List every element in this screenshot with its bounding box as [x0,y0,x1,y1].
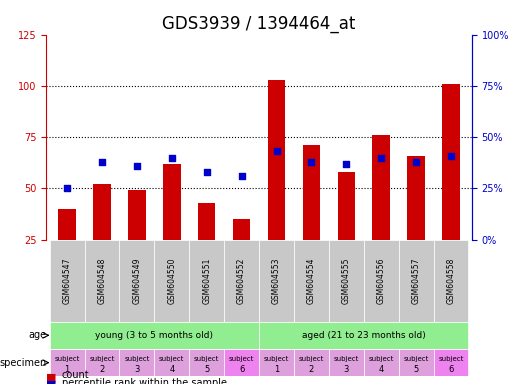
Point [342,161,350,167]
Bar [442,84,460,240]
FancyBboxPatch shape [189,240,224,322]
Text: 4: 4 [169,365,174,374]
Text: subject: subject [54,356,80,362]
FancyBboxPatch shape [50,349,85,376]
Text: count: count [62,370,89,380]
Point [203,169,211,175]
Text: GSM604550: GSM604550 [167,257,176,304]
FancyBboxPatch shape [259,322,468,349]
Text: subject: subject [89,356,115,362]
Text: 6: 6 [239,365,244,374]
Bar [93,184,111,240]
Text: 5: 5 [204,365,209,374]
FancyBboxPatch shape [120,240,154,322]
Point [307,159,315,165]
Point [377,154,385,161]
Text: 2: 2 [309,365,314,374]
FancyBboxPatch shape [399,240,433,322]
Text: 5: 5 [413,365,419,374]
FancyBboxPatch shape [294,240,329,322]
Text: GSM604554: GSM604554 [307,257,316,304]
Bar [163,164,181,240]
Bar [58,209,76,240]
FancyBboxPatch shape [224,240,259,322]
FancyBboxPatch shape [399,349,433,376]
Bar [198,203,215,240]
Point [98,159,106,165]
Text: subject: subject [438,356,464,362]
Text: GSM604548: GSM604548 [97,257,107,304]
Text: subject: subject [229,356,254,362]
Text: ■: ■ [46,380,56,384]
Text: GSM604549: GSM604549 [132,257,142,304]
FancyBboxPatch shape [433,349,468,376]
Point [63,185,71,191]
Bar [233,219,250,240]
FancyBboxPatch shape [120,349,154,376]
Text: GSM604551: GSM604551 [202,257,211,304]
Bar [372,135,390,240]
Text: specimen: specimen [0,358,47,367]
FancyBboxPatch shape [189,349,224,376]
Text: 1: 1 [274,365,279,374]
FancyBboxPatch shape [364,240,399,322]
Text: 2: 2 [100,365,105,374]
Text: GSM604558: GSM604558 [446,257,456,304]
FancyBboxPatch shape [364,349,399,376]
Text: 3: 3 [134,365,140,374]
Point [133,163,141,169]
Text: ■: ■ [46,372,56,382]
FancyBboxPatch shape [154,349,189,376]
Point [238,173,246,179]
Text: GSM604557: GSM604557 [411,257,421,304]
Text: 6: 6 [448,365,453,374]
FancyBboxPatch shape [50,322,259,349]
Text: subject: subject [159,356,185,362]
Text: GSM604553: GSM604553 [272,257,281,304]
Bar [128,190,146,240]
FancyBboxPatch shape [259,240,294,322]
FancyBboxPatch shape [259,349,294,376]
Text: young (3 to 5 months old): young (3 to 5 months old) [95,331,213,340]
Point [272,148,281,154]
Point [447,152,455,159]
Bar [338,172,355,240]
Text: subject: subject [194,356,220,362]
Bar [303,145,320,240]
Text: GSM604556: GSM604556 [377,257,386,304]
Point [168,154,176,161]
Text: subject: subject [403,356,429,362]
Text: subject: subject [368,356,394,362]
Text: aged (21 to 23 months old): aged (21 to 23 months old) [302,331,426,340]
FancyBboxPatch shape [154,240,189,322]
Text: subject: subject [299,356,324,362]
Bar [407,156,425,240]
FancyBboxPatch shape [50,240,85,322]
Text: subject: subject [264,356,289,362]
Text: subject: subject [333,356,359,362]
FancyBboxPatch shape [85,240,120,322]
Text: GSM604552: GSM604552 [237,257,246,304]
Text: 3: 3 [344,365,349,374]
Text: GSM604555: GSM604555 [342,257,351,304]
Bar [268,79,285,240]
Text: percentile rank within the sample: percentile rank within the sample [62,378,227,384]
FancyBboxPatch shape [329,349,364,376]
Text: age: age [29,330,47,340]
Text: GSM604547: GSM604547 [63,257,72,304]
FancyBboxPatch shape [85,349,120,376]
FancyBboxPatch shape [433,240,468,322]
Title: GDS3939 / 1394464_at: GDS3939 / 1394464_at [163,15,356,33]
Text: 4: 4 [379,365,384,374]
FancyBboxPatch shape [329,240,364,322]
Text: subject: subject [124,356,150,362]
FancyBboxPatch shape [224,349,259,376]
Point [412,159,420,165]
Text: 1: 1 [65,365,70,374]
FancyBboxPatch shape [294,349,329,376]
